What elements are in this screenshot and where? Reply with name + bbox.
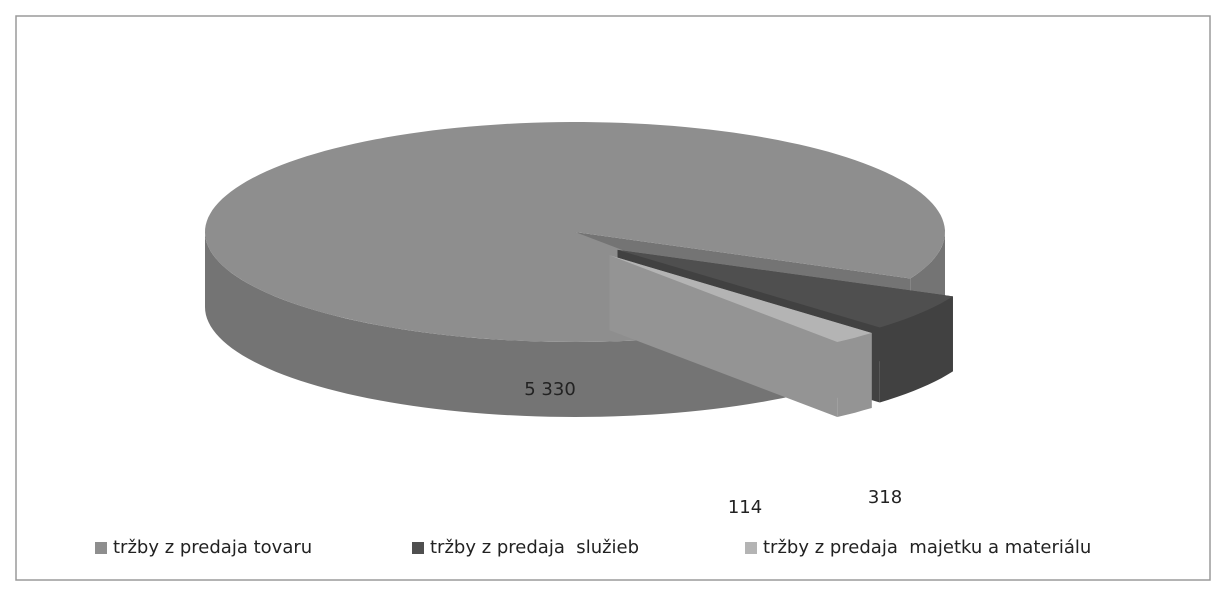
legend-label: tržby z predaja tovaru	[113, 537, 312, 558]
slice-wall	[609, 255, 838, 417]
legend-swatch	[745, 542, 757, 554]
slice-side	[837, 333, 872, 417]
slice-side	[879, 296, 953, 403]
pie-slice	[617, 249, 953, 328]
legend-swatch	[95, 542, 107, 554]
legend-label: tržby z predaja služieb	[430, 537, 639, 558]
data-label: 5 330	[524, 379, 576, 400]
legend-label: tržby z predaja majetku a materiálu	[763, 537, 1091, 558]
data-label: 114	[728, 497, 762, 518]
pie-slice	[609, 255, 872, 342]
pie-slice	[205, 122, 945, 342]
slice-side	[205, 232, 803, 417]
legend-swatch	[412, 542, 424, 554]
data-label: 318	[868, 487, 902, 508]
